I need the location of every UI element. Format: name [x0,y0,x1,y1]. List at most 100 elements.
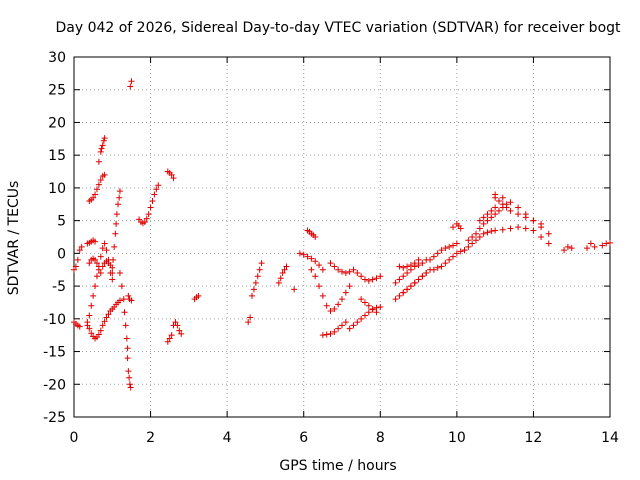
data-point [92,283,99,290]
series-arc-p [164,319,185,345]
data-point [339,296,345,303]
data-point [127,384,134,391]
data-point [350,266,357,273]
series-arc-ah [427,240,460,263]
data-point [277,275,284,282]
data-point [116,297,123,304]
data-point [404,270,411,276]
data-point [373,309,380,316]
x-tick-label: 4 [223,430,232,446]
data-point [423,270,430,276]
series-arc-ae [392,256,430,286]
data-point [415,256,422,263]
data-point [103,247,110,254]
data-point [127,83,134,90]
data-point [377,304,384,311]
series-arc-y [319,319,349,339]
data-point [361,276,368,283]
data-point [109,270,116,276]
data-point [319,332,326,339]
data-point [172,319,179,326]
data-point [365,277,372,284]
data-point [95,266,102,273]
data-point [358,296,365,303]
data-point [147,204,154,211]
data-point [291,286,298,293]
x-tick-label: 12 [525,430,543,446]
data-point [392,279,399,286]
data-point [123,335,130,342]
series-arc-x [308,266,353,314]
data-point [103,314,110,321]
data-point [400,264,407,271]
data-point [84,322,91,329]
data-point [591,243,598,250]
data-point [149,198,156,204]
data-point [538,220,545,227]
data-point [176,327,183,334]
y-tick-label: -5 [52,279,66,295]
data-point [101,135,108,142]
data-point [327,330,334,337]
data-point [247,314,254,321]
data-point [346,283,353,290]
series-arc-c [84,297,123,342]
data-point [312,258,319,265]
series-arc-b [71,319,83,330]
data-point [252,279,259,286]
data-point [404,286,411,293]
data-point [95,331,102,338]
data-point [476,217,483,224]
data-point [92,256,99,263]
data-point [195,292,202,299]
series-arc-ab [354,270,384,284]
y-tick-label: 0 [57,246,66,262]
data-point [97,270,104,276]
data-point [342,289,349,296]
data-point [331,306,338,312]
series-arc-ap [561,243,575,254]
data-point [396,263,403,270]
data-point [415,276,422,283]
series-arc-f [95,135,108,165]
data-point [88,302,95,309]
data-point [465,237,472,244]
data-point [331,263,338,270]
data-point [499,226,506,233]
y-tick-label: 20 [48,115,66,131]
data-point [153,186,160,193]
series-arc-l [125,292,135,304]
data-point [97,148,104,155]
series-arc-e [86,171,108,204]
series-arc-al [465,201,510,244]
data-point [72,263,79,270]
data-point [522,211,529,218]
data-point [111,243,118,250]
data-point [99,263,106,270]
chart-title: Day 042 of 2026, Sidereal Day-to-day VTE… [55,20,621,36]
data-point [361,299,368,306]
data-point [250,286,257,293]
series-arc-r [245,314,254,326]
data-point [350,322,357,329]
x-axis-label: GPS time / hours [279,458,396,474]
data-point [453,240,460,247]
data-point [538,234,545,240]
data-point [346,268,353,275]
data-point [101,240,108,247]
data-point [492,227,499,234]
data-point [124,345,131,352]
data-point [480,220,487,227]
series-arc-aj [450,220,464,232]
series-arc-af [396,256,422,271]
data-point [76,247,83,254]
data-point [473,237,479,244]
y-tick-label: 30 [48,50,66,66]
data-point [434,250,441,257]
x-tick-label: 14 [601,430,619,446]
y-tick-label: -25 [43,410,66,426]
data-point [92,238,99,245]
data-point [484,229,491,236]
data-point [377,273,384,280]
